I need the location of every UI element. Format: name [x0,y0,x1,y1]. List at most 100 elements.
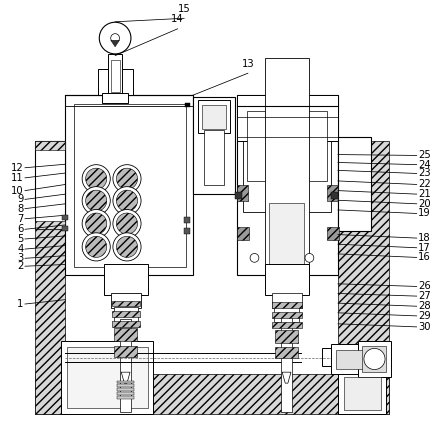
Bar [272,322,302,328]
Bar [112,311,140,317]
Bar [275,347,298,358]
Text: 3: 3 [17,253,23,263]
Text: 18: 18 [418,233,431,243]
Polygon shape [111,40,120,47]
Polygon shape [282,372,291,383]
Bar [237,227,249,240]
Bar [327,227,339,240]
Bar [114,328,137,341]
Circle shape [113,187,141,215]
Bar [112,300,140,306]
Bar [272,312,302,318]
Bar [111,293,140,308]
Bar [362,346,386,372]
Text: 9: 9 [17,194,23,204]
Polygon shape [35,374,389,414]
Text: 26: 26 [418,281,431,292]
Text: 4: 4 [17,244,23,254]
Bar [275,329,298,343]
Circle shape [117,168,137,189]
Bar [198,100,230,133]
Text: 12: 12 [11,163,23,173]
Text: 14: 14 [171,15,184,24]
Text: 10: 10 [11,186,23,196]
Text: 22: 22 [418,179,431,190]
Text: 19: 19 [418,209,431,218]
Text: 1: 1 [17,299,23,309]
Bar [274,306,299,322]
Polygon shape [35,142,66,150]
Text: 5: 5 [17,234,23,244]
Bar [66,95,193,276]
Text: 6: 6 [17,224,23,234]
Circle shape [99,22,131,54]
Text: 13: 13 [241,59,254,69]
Bar [62,226,68,232]
Bar [264,58,308,269]
Text: 11: 11 [11,173,23,183]
Text: 24: 24 [418,160,431,170]
Bar [112,321,140,327]
Text: 15: 15 [178,4,190,14]
Bar [120,319,131,412]
Bar [235,192,242,199]
Bar [117,392,134,395]
Circle shape [117,190,137,211]
Bar [344,377,381,410]
Circle shape [85,236,107,258]
Bar [327,185,338,201]
Bar [184,228,190,234]
Circle shape [305,254,314,262]
Circle shape [85,213,107,234]
Text: 28: 28 [418,301,431,311]
Bar [184,217,190,223]
Bar [281,317,292,412]
Bar [114,346,137,357]
Circle shape [364,348,385,370]
Circle shape [113,209,141,238]
Bar [237,95,338,276]
Bar [338,137,371,232]
Text: 8: 8 [17,204,23,213]
Bar [358,341,391,377]
Text: 20: 20 [418,199,431,209]
Circle shape [117,236,137,258]
Text: 7: 7 [17,214,23,224]
Circle shape [85,190,107,211]
Text: 17: 17 [418,243,431,253]
Bar [114,307,137,324]
Circle shape [82,187,110,215]
Bar [108,54,122,94]
Bar [336,350,374,369]
Bar [322,348,389,366]
Bar [104,265,148,295]
Bar [237,95,338,142]
Text: 2: 2 [17,261,23,271]
Bar [102,93,128,103]
Bar [237,185,248,201]
Circle shape [250,254,259,262]
Circle shape [82,209,110,238]
Bar [269,203,304,265]
Bar [117,385,134,387]
Text: 23: 23 [418,168,431,179]
Bar [243,106,330,212]
Bar [186,103,190,107]
Text: 21: 21 [418,189,431,199]
Text: 16: 16 [418,252,431,262]
Bar [61,341,153,414]
Bar [272,302,302,307]
Text: 27: 27 [418,291,431,301]
Circle shape [113,233,141,261]
Polygon shape [35,220,66,229]
Text: 30: 30 [418,322,431,332]
Bar [117,381,134,383]
Bar [264,265,308,295]
Bar [111,60,120,92]
Bar [272,293,302,308]
Bar [117,388,134,391]
Bar [74,104,187,267]
Polygon shape [35,142,66,414]
Bar [35,142,66,229]
Bar [202,105,226,129]
